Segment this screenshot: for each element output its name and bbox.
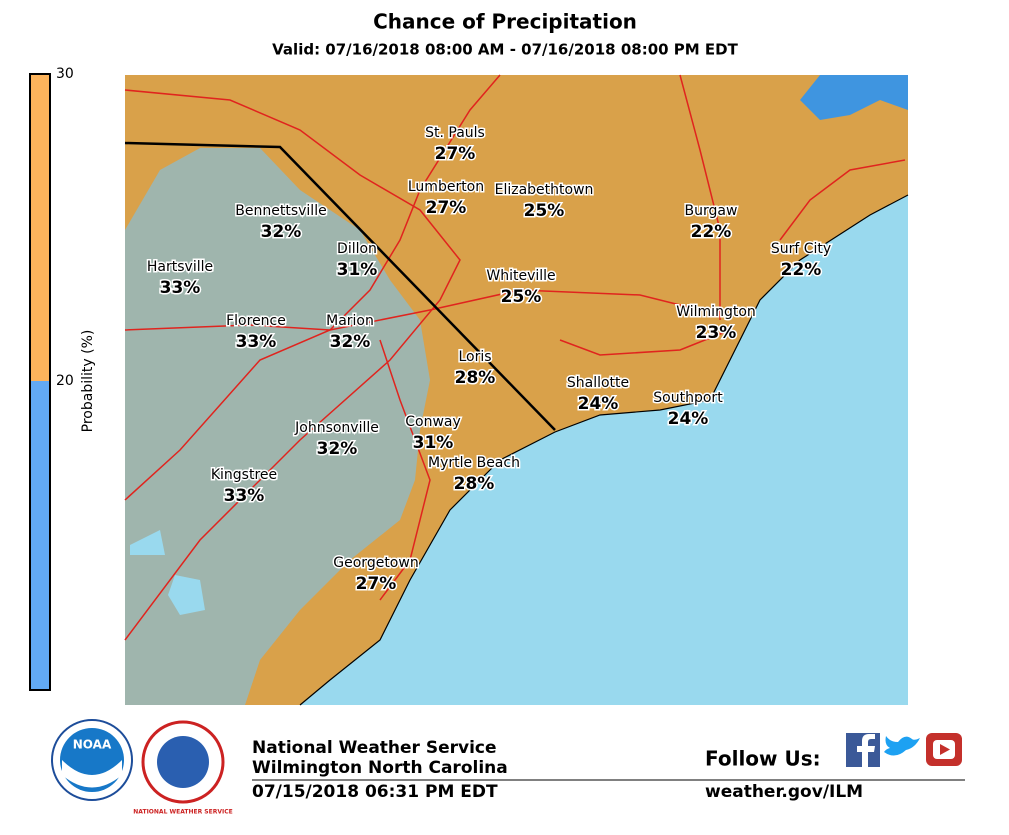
city-probability: 32% [330, 332, 371, 352]
city-name: Conway [405, 414, 461, 430]
twitter-icon[interactable] [884, 736, 920, 756]
city-probability: 31% [413, 433, 454, 453]
state-border [124, 141, 556, 431]
city-name: Dillon [337, 241, 377, 257]
city-probability: 33% [236, 332, 277, 352]
valid-time: Valid: 07/16/2018 08:00 AM - 07/16/2018 … [272, 41, 738, 59]
city-name: Lumberton [408, 179, 484, 195]
city-name: St. Pauls [425, 125, 485, 141]
city-probability: 32% [317, 439, 358, 459]
issued-time: 07/15/2018 06:31 PM EDT [252, 782, 498, 802]
city-name: Elizabethtown [495, 182, 594, 198]
city-name: Johnsonville [294, 420, 379, 436]
city-name: Myrtle Beach [428, 455, 520, 471]
colorbar-high [30, 74, 50, 381]
city-name: Hartsville [147, 259, 213, 275]
city-name: Loris [458, 349, 491, 365]
city-probability: 25% [524, 201, 565, 221]
city-probability: 33% [224, 486, 265, 506]
youtube-play [940, 744, 950, 755]
website: weather.gov/ILM [705, 782, 863, 802]
city-name: Burgaw [685, 203, 738, 219]
city-name: Kingstree [211, 467, 277, 483]
colorbar-frame [29, 73, 51, 691]
city-name: Whiteville [486, 268, 555, 284]
city-labels: St. Pauls 27% Lumberton 27% Elizabethtown 25%… [145, 124, 832, 596]
land-gray [125, 148, 430, 705]
city-probability: 28% [455, 368, 496, 388]
city-name: Southport [653, 390, 723, 406]
city-probability: 25% [501, 287, 542, 307]
follow-us: Follow Us: [705, 747, 821, 771]
city-probability: 31% [337, 260, 378, 280]
colorbar-label: Probability (%) [80, 330, 96, 433]
lakes [130, 530, 205, 615]
city-probability: 28% [454, 474, 495, 494]
map: St. Pauls 27% Lumberton 27% Elizabethtown 25%… [124, 74, 909, 706]
colorbar: 30 20 Probability (%) [29, 66, 96, 691]
footer: NOAA NATIONAL WEATHER SERVICE National W… [51, 719, 965, 816]
city-probability: 27% [356, 574, 397, 594]
city-probability: 32% [261, 222, 302, 242]
title: Chance of Precipitation [373, 10, 637, 34]
water-deep [800, 75, 908, 120]
ocean [300, 195, 908, 705]
roads [124, 74, 906, 641]
city-name: Surf City [771, 241, 831, 257]
city-name: Bennettsville [235, 203, 326, 219]
city-probability: 27% [426, 198, 467, 218]
city-probability: 22% [691, 222, 732, 242]
colorbar-tick: 20 [56, 373, 74, 389]
city-name: Wilmington [676, 304, 756, 320]
city-probability: 27% [435, 144, 476, 164]
city-name: Georgetown [333, 555, 418, 571]
coastline [299, 194, 909, 706]
city-probability: 24% [668, 409, 709, 429]
facebook-glyph [857, 734, 875, 767]
city-name: Marion [326, 313, 374, 329]
nws-logo-inner [157, 736, 209, 788]
colorbar-low [30, 381, 50, 690]
noaa-text: NOAA [73, 738, 112, 752]
colorbar-tick: 30 [56, 66, 74, 82]
city-probability: 33% [160, 278, 201, 298]
city-name: Florence [226, 313, 286, 329]
city-probability: 22% [781, 260, 822, 280]
org-name: National Weather Service [252, 738, 497, 758]
city-probability: 24% [578, 394, 619, 414]
office-name: Wilmington North Carolina [252, 758, 508, 778]
city-probability: 23% [696, 323, 737, 343]
city-name: Shallotte [567, 375, 629, 391]
noaa-bird [62, 760, 122, 788]
nws-text: NATIONAL WEATHER SERVICE [133, 809, 232, 816]
